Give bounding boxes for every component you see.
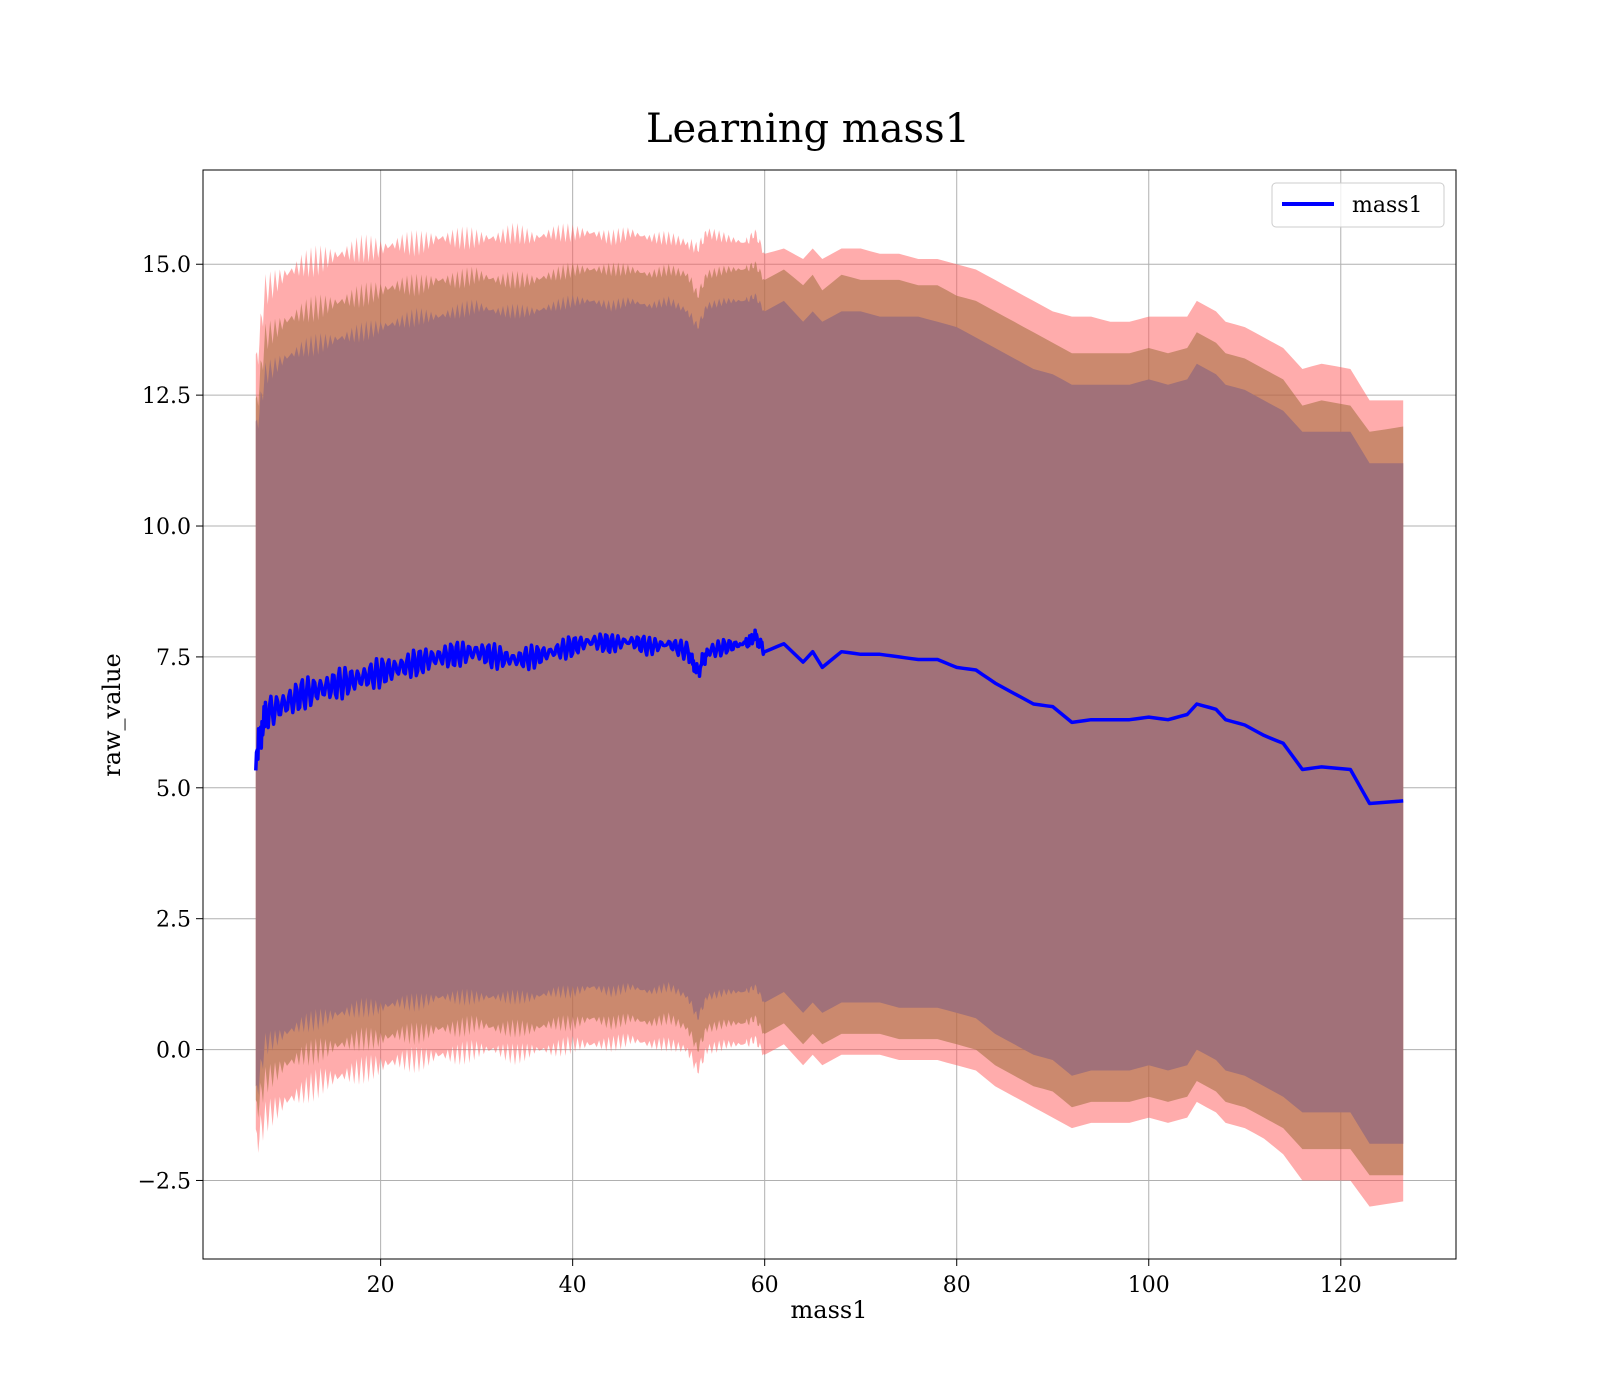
plot-area-frame — [202, 169, 1457, 1260]
x-tick-label: 100 — [1128, 1273, 1170, 1298]
y-tick-label: 10.0 — [142, 515, 191, 540]
x-tick-label: 20 — [367, 1273, 395, 1298]
legend-box — [1271, 182, 1445, 228]
x-tick-label: 60 — [751, 1273, 779, 1298]
y-tick-label: 0.0 — [156, 1039, 191, 1064]
x-tick-label: 80 — [943, 1273, 971, 1298]
y-tick-label: 7.5 — [156, 646, 191, 671]
series-line-group — [254, 628, 1404, 806]
x-axis-ticks: 20 40 60 80 100 120 — [367, 1259, 1362, 1298]
x-axis-label: mass1 — [791, 1296, 868, 1324]
y-tick-label: −2.5 — [138, 1169, 191, 1194]
chart-title: Learning mass1 — [646, 106, 970, 152]
band-core — [255, 293, 1404, 1144]
y-tick-label: 12.5 — [142, 384, 191, 409]
y-axis-label: raw_value — [98, 653, 126, 777]
legend: mass1 — [1271, 182, 1445, 228]
y-axis-ticks: −2.5 0.0 2.5 5.0 7.5 10.0 12.5 15.0 — [138, 253, 203, 1194]
uncertainty-bands — [255, 222, 1404, 1207]
x-tick-label: 120 — [1320, 1273, 1362, 1298]
y-tick-label: 15.0 — [142, 253, 191, 278]
series-line-mass1 — [254, 628, 1404, 806]
y-tick-label: 5.0 — [156, 777, 191, 802]
y-tick-label: 2.5 — [156, 908, 191, 933]
x-tick-label: 40 — [559, 1273, 587, 1298]
legend-label-mass1: mass1 — [1352, 193, 1423, 218]
